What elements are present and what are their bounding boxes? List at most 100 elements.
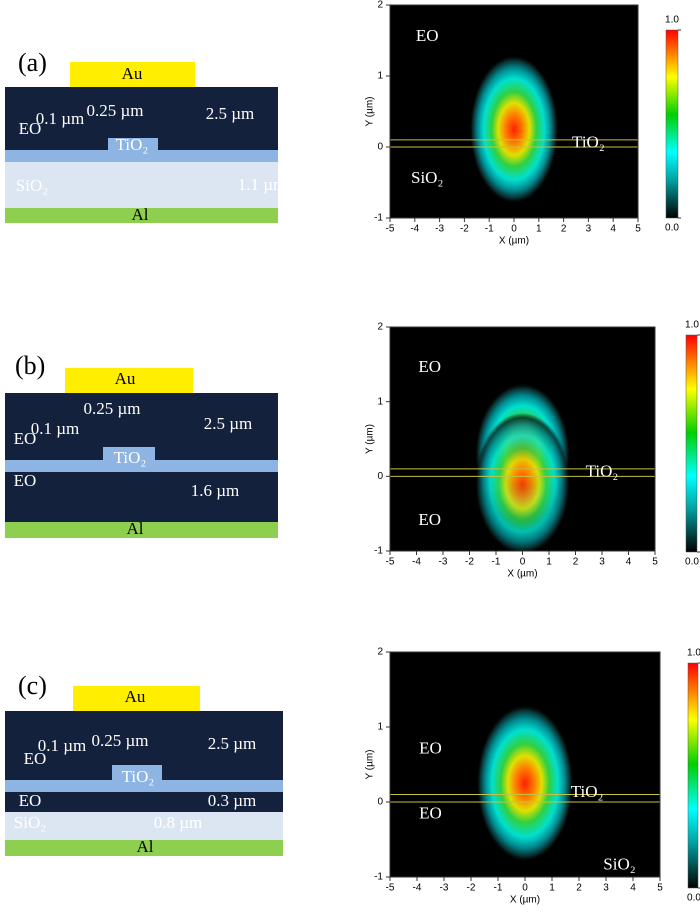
schematic-label: TiO₂ bbox=[116, 135, 149, 154]
schematic-label: Al bbox=[132, 205, 149, 224]
layer bbox=[5, 472, 278, 522]
annotation: SiO₂ bbox=[411, 168, 443, 187]
mode-lobe bbox=[476, 704, 574, 862]
y-tick-label: 0 bbox=[377, 797, 383, 808]
schematic-label: TiO₂ bbox=[122, 767, 155, 786]
schematic-label: 2.5 µm bbox=[206, 104, 255, 123]
annotation: EO bbox=[418, 510, 441, 529]
schematic-label: 2.5 µm bbox=[208, 734, 257, 753]
layer bbox=[5, 780, 283, 792]
panel-label: (a) bbox=[18, 48, 47, 77]
schematic-label: 0.3 µm bbox=[208, 791, 257, 810]
y-tick-label: 1 bbox=[377, 396, 383, 407]
x-tick-label: -2 bbox=[460, 224, 469, 235]
y-tick-label: 1 bbox=[377, 71, 383, 82]
schematic-label: TiO₂ bbox=[114, 448, 147, 467]
annotation: EO bbox=[419, 738, 442, 757]
schematic-label: 0.1 µm bbox=[38, 736, 87, 755]
y-axis-label: Y (µm) bbox=[365, 749, 376, 779]
schematic-label: 1.6 µm bbox=[191, 481, 240, 500]
x-tick-label: -3 bbox=[439, 557, 448, 568]
schematic-label: 0.1 µm bbox=[31, 419, 80, 438]
x-tick-label: 3 bbox=[586, 224, 592, 235]
colorbar bbox=[665, 29, 679, 219]
layer bbox=[5, 792, 283, 812]
y-tick-label: 0 bbox=[377, 471, 383, 482]
schematic-label: Au bbox=[122, 64, 143, 83]
x-tick-label: -4 bbox=[412, 557, 421, 568]
colorbar-label: 1.0 bbox=[685, 320, 699, 331]
schematic-label: SiO₂ bbox=[16, 176, 48, 195]
mode-lobe bbox=[474, 412, 571, 551]
x-tick-label: 2 bbox=[561, 224, 567, 235]
mode bbox=[469, 54, 559, 204]
x-tick-label: -2 bbox=[467, 883, 476, 894]
layer bbox=[5, 208, 278, 223]
layer bbox=[70, 62, 195, 87]
annotation: TiO₂ bbox=[586, 462, 619, 481]
x-tick-label: -4 bbox=[410, 224, 419, 235]
layer bbox=[5, 150, 278, 162]
schematic-label: EO bbox=[19, 791, 42, 810]
layer bbox=[73, 686, 200, 711]
x-tick-label: 1 bbox=[549, 883, 555, 894]
x-tick-label: 4 bbox=[630, 883, 636, 894]
layer bbox=[5, 162, 278, 208]
y-tick-label: -1 bbox=[374, 872, 383, 883]
x-tick-label: 0 bbox=[511, 224, 517, 235]
x-axis-label: X (µm) bbox=[510, 895, 540, 906]
y-tick-label: 2 bbox=[377, 0, 383, 11]
schematic-label: 0.1 µm bbox=[36, 109, 85, 128]
colorbar-label: 0.0 bbox=[685, 557, 699, 568]
mode-lobe bbox=[469, 54, 559, 204]
layer bbox=[5, 812, 283, 840]
colorbar-label: 1.0 bbox=[665, 15, 679, 26]
colorbar-label: 1.0 bbox=[687, 648, 700, 659]
schematic-label: EO bbox=[19, 119, 42, 138]
layer bbox=[5, 460, 278, 472]
x-tick-label: -3 bbox=[435, 224, 444, 235]
x-tick-label: -2 bbox=[465, 557, 474, 568]
schematic-label: 0.25 µm bbox=[83, 399, 140, 418]
mode bbox=[474, 383, 571, 551]
schematic-label: Au bbox=[125, 687, 146, 706]
annotation: TiO₂ bbox=[571, 782, 604, 801]
colorbar bbox=[687, 662, 699, 889]
x-tick-label: -5 bbox=[386, 883, 395, 894]
x-tick-label: 0 bbox=[522, 883, 528, 894]
schematic-label: 0.25 µm bbox=[91, 731, 148, 750]
layer bbox=[5, 840, 283, 856]
x-tick-label: -1 bbox=[494, 883, 503, 894]
x-axis-label: X (µm) bbox=[499, 236, 529, 247]
schematic-label: EO bbox=[14, 429, 37, 448]
schematic-label: SiO₂ bbox=[14, 813, 46, 832]
colorbar-label: 0.0 bbox=[665, 223, 679, 234]
annotation: SiO₂ bbox=[603, 855, 635, 874]
schematic-label: EO bbox=[24, 749, 47, 768]
schematic-label: Al bbox=[137, 837, 154, 856]
x-tick-label: 2 bbox=[576, 883, 582, 894]
layer bbox=[112, 765, 162, 780]
x-tick-label: 3 bbox=[599, 557, 605, 568]
annotation: EO bbox=[419, 804, 442, 823]
layer bbox=[103, 447, 155, 460]
annotation: EO bbox=[418, 357, 441, 376]
layer bbox=[5, 522, 278, 538]
panel-label: (c) bbox=[18, 671, 47, 700]
schematic-label: Al bbox=[127, 519, 144, 538]
x-tick-label: -5 bbox=[386, 224, 395, 235]
x-tick-label: 5 bbox=[652, 557, 658, 568]
schematic-label: 1.1 µm bbox=[238, 175, 287, 194]
x-tick-label: 2 bbox=[573, 557, 579, 568]
x-tick-label: -1 bbox=[485, 224, 494, 235]
x-tick-label: 5 bbox=[635, 224, 641, 235]
colorbar-label: 0.0 bbox=[687, 893, 700, 904]
schematic-label: EO bbox=[14, 471, 37, 490]
y-tick-label: 1 bbox=[377, 722, 383, 733]
y-tick-label: -1 bbox=[374, 213, 383, 224]
mode bbox=[476, 704, 574, 862]
x-axis-label: X (µm) bbox=[507, 569, 537, 580]
